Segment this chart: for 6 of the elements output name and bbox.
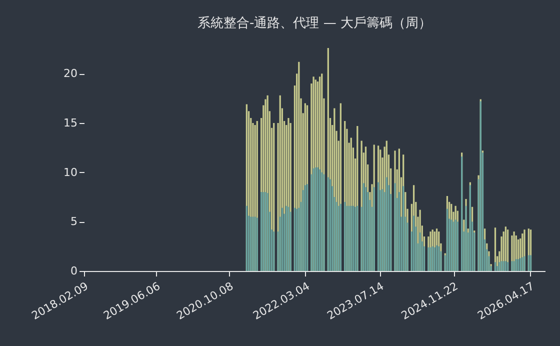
y-tick-label: 10 xyxy=(64,166,78,179)
y-tick-label: 0 xyxy=(70,264,78,278)
y-tick-label: 5 xyxy=(70,215,78,228)
y-tick-label: 20 xyxy=(64,67,78,80)
y-tick-label: 15 xyxy=(64,116,78,130)
chart-title: 系統整合-通路、代理 — 大戶籌碼（周） xyxy=(198,16,432,31)
